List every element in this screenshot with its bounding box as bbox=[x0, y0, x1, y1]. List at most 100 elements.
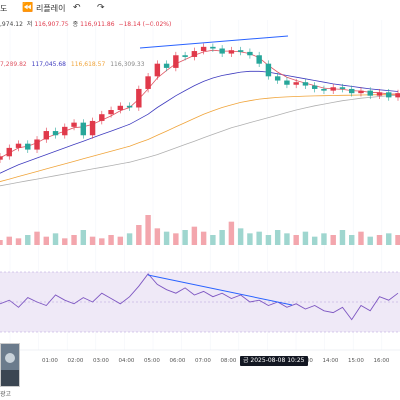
candle-body bbox=[89, 120, 96, 136]
candle-body bbox=[108, 110, 114, 115]
volume-bar bbox=[321, 233, 327, 245]
candle-body bbox=[358, 90, 364, 94]
ma-long-line bbox=[0, 70, 399, 174]
rsi-indicator bbox=[0, 273, 399, 321]
volume-bar bbox=[136, 225, 142, 245]
candle-body bbox=[274, 76, 281, 81]
volume-bar bbox=[191, 226, 198, 245]
candle-body bbox=[6, 147, 12, 157]
volume-bar bbox=[311, 236, 318, 245]
volume-bar bbox=[62, 238, 68, 245]
volume-bar bbox=[358, 231, 364, 245]
volume-bar bbox=[302, 231, 309, 245]
candle-body bbox=[210, 46, 216, 49]
ad-thumbnail[interactable] bbox=[0, 343, 20, 387]
candle-body bbox=[80, 122, 87, 136]
volume-bar bbox=[376, 235, 383, 245]
candle-body bbox=[163, 63, 170, 68]
price-trendline bbox=[139, 35, 289, 49]
volume-bar bbox=[293, 235, 299, 245]
ma-value-4: 116,309.33 bbox=[110, 61, 145, 68]
time-tick-label: 16:00 bbox=[374, 358, 390, 364]
undo-icon[interactable]: ↶ bbox=[73, 3, 81, 13]
redo-icon[interactable]: ↷ bbox=[97, 3, 105, 13]
candle-body bbox=[302, 82, 309, 86]
candle-body bbox=[99, 114, 105, 121]
candle-body bbox=[293, 82, 299, 85]
ma-gray-line bbox=[0, 94, 399, 187]
time-tick-label: 04:00 bbox=[119, 358, 135, 364]
volume-bar bbox=[126, 233, 133, 245]
volume-bar bbox=[386, 233, 392, 245]
time-tick-label: 15:00 bbox=[348, 358, 364, 364]
time-tick-label: 01:00 bbox=[42, 358, 58, 364]
volume-bar bbox=[145, 215, 151, 245]
candle-body bbox=[25, 143, 31, 150]
volume-bar bbox=[154, 228, 161, 245]
volume-bar bbox=[108, 235, 114, 245]
volume-bar bbox=[228, 221, 235, 245]
volume-bar bbox=[0, 240, 3, 245]
candle-body bbox=[256, 55, 262, 64]
change-value: −18.14 (−0.02%) bbox=[118, 21, 172, 28]
candle-body bbox=[191, 51, 198, 57]
volume-bar bbox=[163, 231, 170, 245]
rsi-line bbox=[0, 273, 399, 321]
volume-bar bbox=[89, 236, 96, 245]
candle-body bbox=[15, 143, 22, 148]
candle-body bbox=[173, 55, 179, 68]
close-label: 종 bbox=[72, 21, 79, 28]
volume-bar bbox=[15, 238, 22, 245]
candle-body bbox=[349, 88, 355, 94]
time-axis: 01:00 02:00 03:00 04:00 05:00 06:00 07:00 08:00… bbox=[42, 358, 390, 364]
ma-value-1: 7,289.82 bbox=[0, 61, 27, 68]
candle-body bbox=[154, 63, 161, 77]
replay-icon[interactable]: ⏪ bbox=[22, 3, 34, 13]
candle-body bbox=[0, 156, 3, 160]
candle-body bbox=[247, 51, 253, 56]
volume-bar bbox=[349, 235, 355, 245]
volume-bar bbox=[117, 236, 124, 245]
candle-body bbox=[321, 88, 327, 91]
replay-button[interactable]: 리플레이 bbox=[36, 4, 66, 13]
time-tick-label: 07:00 bbox=[195, 358, 211, 364]
volume-bar bbox=[173, 233, 179, 245]
volume-bar bbox=[34, 231, 40, 245]
candle-body bbox=[395, 93, 400, 98]
candle-body bbox=[386, 92, 392, 98]
toolbar-item[interactable]: 도 bbox=[0, 4, 8, 13]
candle-body bbox=[182, 55, 188, 57]
candles bbox=[0, 43, 400, 164]
volume-bar bbox=[6, 236, 12, 245]
candle-body bbox=[62, 126, 68, 136]
time-tick-label: 02:00 bbox=[68, 358, 84, 364]
volume-bar bbox=[99, 238, 105, 245]
candle-body bbox=[219, 48, 225, 54]
candle-body bbox=[200, 46, 207, 52]
volume-bar bbox=[219, 230, 225, 245]
candle-body bbox=[52, 131, 59, 136]
low-value: 116,907.75 bbox=[34, 21, 69, 28]
candle-body bbox=[339, 87, 346, 89]
moving-average-lines bbox=[0, 49, 399, 187]
time-tick-label: 06:00 bbox=[170, 358, 186, 364]
candle-body bbox=[117, 105, 124, 110]
volume-bar bbox=[237, 228, 244, 245]
volume-bar bbox=[52, 233, 59, 245]
candle-body bbox=[284, 80, 290, 85]
ma-legend: 7,289.82 117,045.68 116,618.57 116,309.3… bbox=[0, 61, 148, 68]
volume-bar bbox=[339, 230, 346, 245]
rsi-trendline bbox=[147, 274, 293, 306]
candle-body bbox=[228, 50, 235, 54]
candle-body bbox=[376, 92, 383, 96]
volume-bar bbox=[265, 235, 272, 245]
volume-bar bbox=[210, 235, 216, 245]
candle-body bbox=[311, 85, 318, 89]
volume-bar bbox=[395, 235, 400, 245]
volume-bar bbox=[182, 230, 188, 245]
volume-bar bbox=[43, 236, 49, 245]
candle-body bbox=[34, 139, 40, 150]
candle-body bbox=[43, 131, 49, 140]
time-tick-label: 14:00 bbox=[323, 358, 339, 364]
